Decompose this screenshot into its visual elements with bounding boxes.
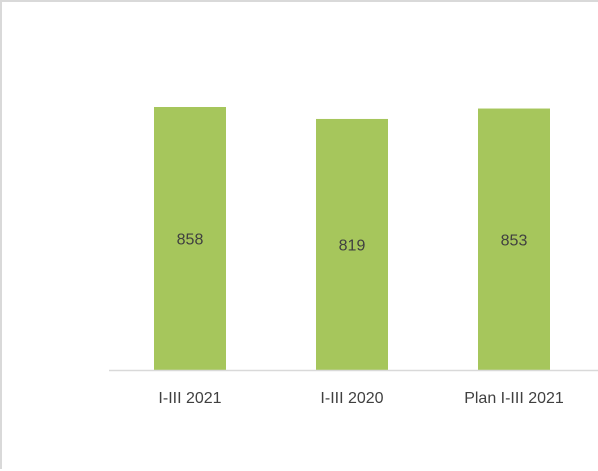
value-labels-layer: 858 819 853: [177, 232, 528, 255]
bars-layer: [154, 107, 550, 371]
bar-3: [478, 108, 550, 371]
category-labels-layer: I-III 2021 I-III 2020 Plan I-III 2021: [158, 390, 563, 407]
bar-value-label: 858: [177, 232, 204, 249]
category-label: Plan I-III 2021: [464, 390, 564, 407]
category-label: I-III 2021: [158, 390, 221, 407]
bar-value-label: 819: [339, 237, 366, 254]
category-label: I-III 2020: [320, 390, 383, 407]
bar-1: [154, 107, 226, 370]
bar-2: [316, 118, 388, 370]
bar-value-label: 853: [501, 232, 528, 249]
